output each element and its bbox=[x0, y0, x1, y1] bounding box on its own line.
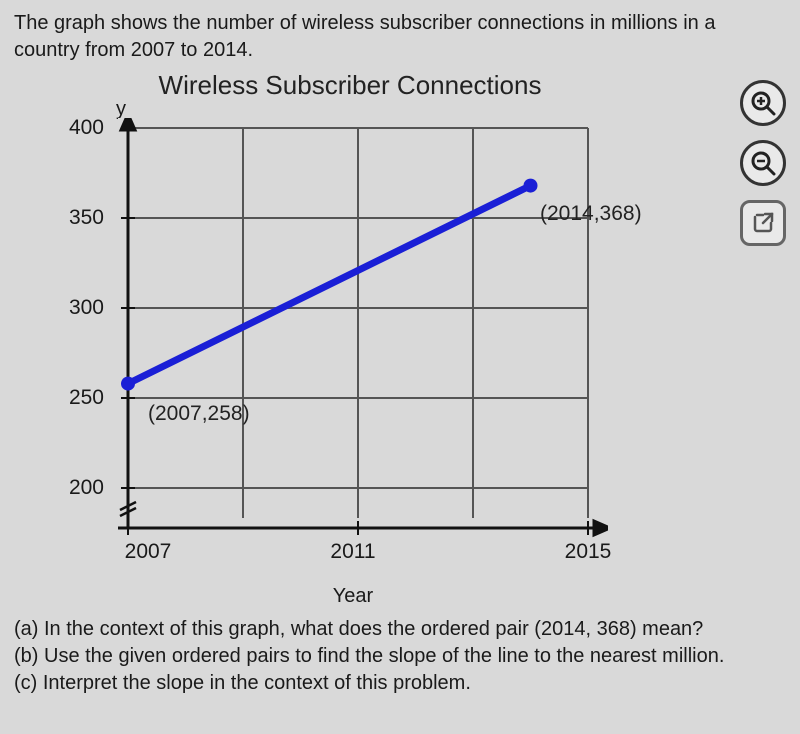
point1-label: (2007,258) bbox=[148, 402, 250, 426]
chart-plot bbox=[118, 118, 608, 538]
data-point-2 bbox=[524, 179, 538, 193]
popout-icon bbox=[751, 211, 775, 235]
question-b: (b) Use the given ordered pairs to find … bbox=[14, 643, 786, 670]
question-a: (a) In the context of this graph, what d… bbox=[14, 616, 786, 643]
intro-text: The graph shows the number of wireless s… bbox=[0, 0, 800, 70]
tool-buttons bbox=[740, 80, 786, 246]
ytick-250: 250 bbox=[69, 386, 104, 410]
ytick-350: 350 bbox=[69, 206, 104, 230]
chart-title: Wireless Subscriber Connections bbox=[110, 70, 590, 101]
xtick-2015: 2015 bbox=[565, 540, 612, 564]
xtick-2007: 2007 bbox=[125, 540, 172, 564]
ytick-200: 200 bbox=[69, 476, 104, 500]
point2-label: (2014,368) bbox=[540, 202, 642, 226]
ytick-300: 300 bbox=[69, 296, 104, 320]
chart-container: Wireless Subscriber Connections y Subscr… bbox=[20, 70, 700, 610]
zoom-in-icon bbox=[750, 90, 776, 116]
popout-button[interactable] bbox=[740, 200, 786, 246]
data-point-1 bbox=[121, 377, 135, 391]
x-axis-label: Year bbox=[118, 585, 588, 608]
zoom-in-button[interactable] bbox=[740, 80, 786, 126]
question-c: (c) Interpret the slope in the context o… bbox=[14, 670, 786, 697]
questions-block: (a) In the context of this graph, what d… bbox=[0, 610, 800, 697]
xtick-2011: 2011 bbox=[330, 540, 375, 564]
ytick-400: 400 bbox=[69, 116, 104, 140]
zoom-out-button[interactable] bbox=[740, 140, 786, 186]
zoom-out-icon bbox=[750, 150, 776, 176]
